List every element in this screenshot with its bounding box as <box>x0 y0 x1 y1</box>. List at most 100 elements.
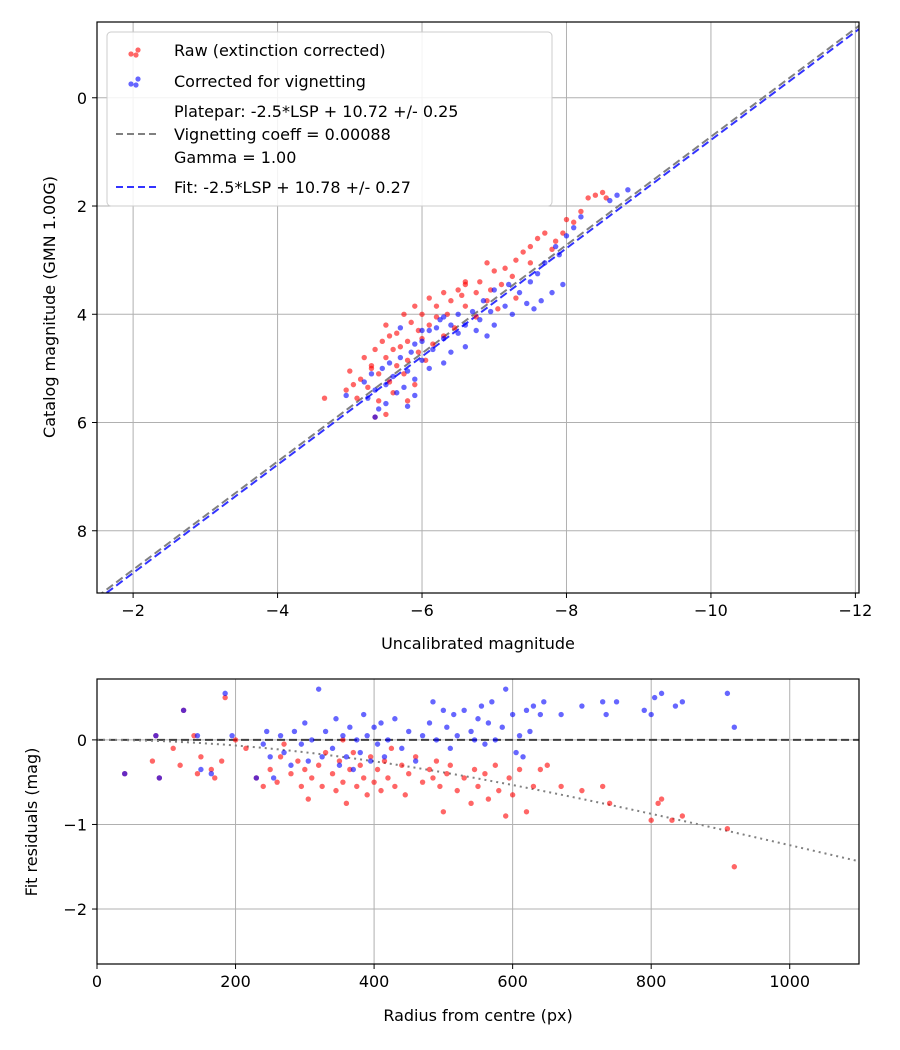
corrected-point <box>412 758 419 764</box>
corrected-point <box>208 771 214 777</box>
top-y-axis-label: Catalog magnitude (GMN 1.00G) <box>40 176 59 438</box>
corrected-point <box>658 690 665 697</box>
corrected-point <box>372 414 378 420</box>
corrected-point <box>731 724 738 730</box>
raw-point <box>462 303 469 309</box>
raw-point <box>426 295 432 301</box>
corrected-point <box>462 344 469 350</box>
corrected-point <box>448 349 454 355</box>
corrected-point <box>354 737 360 743</box>
x-tick-label: −12 <box>839 601 873 620</box>
raw-point <box>412 381 418 388</box>
top-chart: −2 −4 −6 −8 −10 −12 0 2 4 6 8 Uncalibrated magnit… <box>40 21 873 653</box>
corrected-point <box>260 741 266 747</box>
raw-point <box>459 292 465 299</box>
corrected-point <box>270 775 277 781</box>
raw-point <box>406 771 412 777</box>
corrected-point <box>426 365 432 372</box>
top-axes-frame <box>96 21 860 594</box>
top-scatter-points <box>321 187 631 420</box>
corrected-point <box>473 327 479 334</box>
raw-point <box>513 295 519 301</box>
raw-point <box>397 344 404 350</box>
corrected-point <box>491 287 497 293</box>
raw-point <box>354 783 360 790</box>
legend: Raw (extinction corrected) Corrected for… <box>106 31 553 207</box>
raw-point <box>544 762 550 768</box>
corrected-point <box>603 711 609 718</box>
raw-point <box>394 330 400 336</box>
raw-point <box>354 395 360 401</box>
raw-point <box>357 762 363 768</box>
corrected-point <box>156 775 163 781</box>
corrected-point <box>229 732 235 739</box>
corrected-point <box>541 699 547 705</box>
corrected-point <box>333 716 339 722</box>
corrected-point <box>444 724 450 730</box>
corrected-point <box>412 341 418 347</box>
corrected-point <box>471 737 478 743</box>
raw-point <box>208 766 214 773</box>
y-tick-label: 0 <box>77 731 87 750</box>
corrected-point <box>513 749 519 756</box>
raw-point <box>277 754 284 760</box>
corrected-point <box>468 728 474 735</box>
raw-point <box>375 371 382 377</box>
corrected-point <box>480 298 487 304</box>
y-tick-label: −2 <box>63 900 87 919</box>
raw-point <box>361 354 367 361</box>
corrected-point <box>556 252 562 258</box>
corrected-point <box>367 758 374 764</box>
raw-point <box>437 783 443 790</box>
raw-point <box>563 216 570 223</box>
raw-point <box>447 762 453 768</box>
corrected-point <box>368 371 375 377</box>
corrected-point <box>419 338 425 345</box>
corrected-point <box>614 192 620 198</box>
raw-point <box>658 796 665 802</box>
corrected-point <box>298 741 305 747</box>
corrected-point <box>571 224 577 231</box>
raw-point <box>530 783 537 790</box>
raw-point <box>383 322 389 328</box>
corrected-point <box>305 758 311 764</box>
corrected-point <box>379 365 385 372</box>
bottom-reference-lines <box>97 738 859 863</box>
corrected-point <box>419 357 425 363</box>
legend-raw-marker <box>135 47 141 53</box>
corrected-point <box>534 270 541 277</box>
x-tick-label: 800 <box>636 972 667 991</box>
raw-point <box>492 762 499 768</box>
raw-point <box>482 771 488 777</box>
corrected-point <box>679 699 686 705</box>
raw-point <box>552 238 559 244</box>
corrected-point <box>448 322 454 328</box>
legend-platepar-line-3: Gamma = 1.00 <box>174 148 296 167</box>
raw-point <box>558 783 564 790</box>
raw-point <box>343 800 350 807</box>
corrected-point <box>578 214 584 220</box>
corrected-point <box>527 728 533 735</box>
raw-point <box>520 249 526 255</box>
corrected-point <box>430 346 436 353</box>
corrected-point <box>394 390 400 396</box>
corrected-point <box>552 243 559 250</box>
x-tick-label: 400 <box>359 972 390 991</box>
legend-corrected-label: Corrected for vignetting <box>174 72 366 91</box>
raw-point <box>433 303 440 309</box>
corrected-point <box>477 316 483 323</box>
corrected-point <box>530 703 537 709</box>
corrected-point <box>462 322 469 328</box>
raw-point <box>578 208 584 215</box>
raw-point <box>527 260 534 266</box>
raw-point <box>149 758 156 764</box>
corrected-point <box>469 308 476 315</box>
legend-raw-marker-2 <box>128 51 134 57</box>
raw-point <box>170 745 176 752</box>
raw-point <box>305 796 311 802</box>
corrected-point <box>374 741 381 747</box>
corrected-point <box>408 349 414 355</box>
y-tick-label: −1 <box>63 815 87 834</box>
raw-point <box>336 758 343 764</box>
raw-point <box>448 298 454 304</box>
